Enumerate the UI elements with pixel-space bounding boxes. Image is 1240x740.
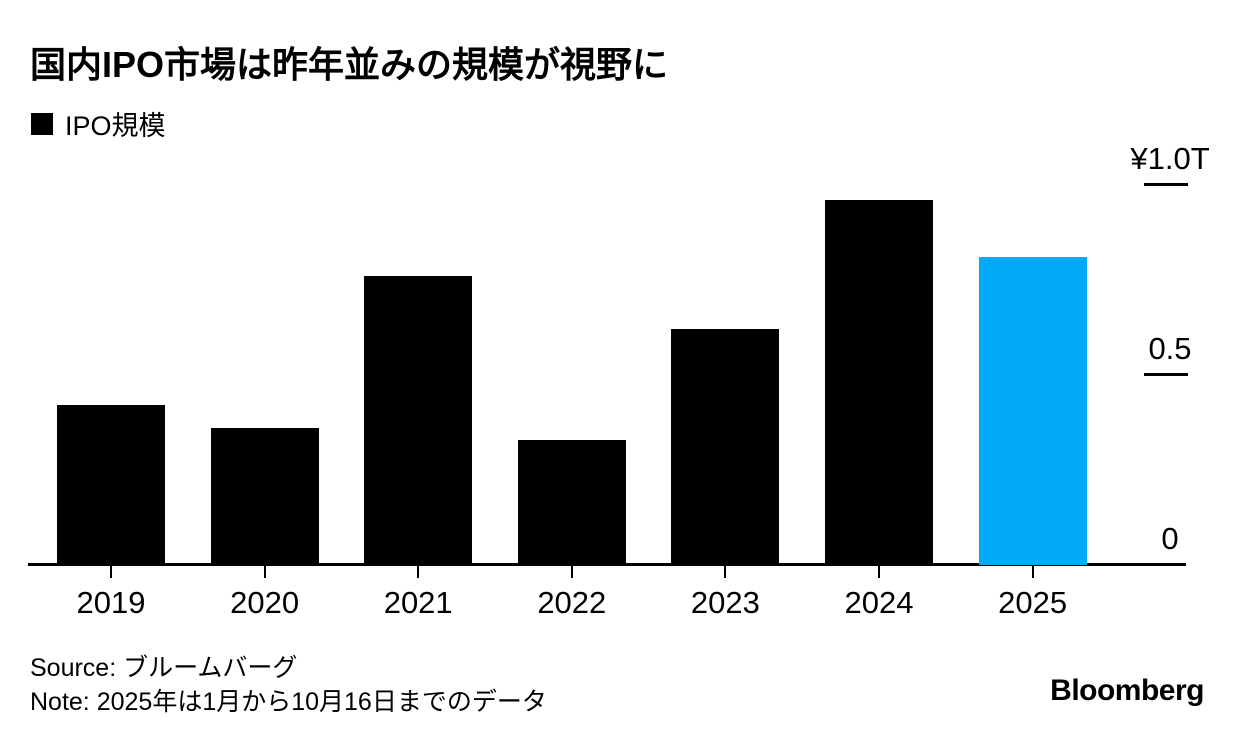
x-axis-tick — [570, 566, 573, 578]
bar-2025 — [978, 257, 1087, 565]
y-axis-tick — [1144, 373, 1188, 376]
source-text: Source: ブルームバーグ — [30, 654, 298, 682]
x-axis-tick — [1031, 566, 1034, 578]
x-axis-label: 2020 — [230, 585, 300, 620]
x-axis-label: 2024 — [844, 585, 914, 620]
legend-swatch-icon — [31, 112, 53, 135]
bar-2023 — [671, 329, 780, 565]
x-axis-label: 2023 — [690, 585, 760, 620]
x-axis-tick — [110, 566, 112, 578]
bar-2022 — [517, 440, 626, 565]
bar-2020 — [210, 428, 319, 565]
legend-label: IPO規模 — [65, 111, 166, 141]
x-axis-label: 2019 — [76, 585, 146, 620]
y-axis-label: 0.5 — [1148, 331, 1192, 366]
chart-title: 国内IPO市場は昨年並みの規模が視野に — [30, 44, 669, 85]
x-axis-label: 2022 — [537, 585, 607, 620]
bar-2021 — [364, 276, 473, 565]
x-axis-tick — [263, 566, 266, 578]
y-axis-label: ¥1.0T — [1130, 141, 1210, 176]
y-axis-label: 0 — [1161, 521, 1179, 556]
x-axis-tick — [417, 566, 420, 578]
bar-2019 — [57, 405, 165, 565]
bar-2024 — [825, 200, 933, 565]
x-axis-tick — [878, 566, 880, 578]
x-axis-tick — [724, 566, 727, 578]
note-text: Note: 2025年は1月から10月16日までのデータ — [30, 688, 547, 716]
bloomberg-logo: Bloomberg — [1050, 674, 1204, 707]
legend: IPO規模 — [31, 104, 166, 143]
x-axis-label: 2021 — [383, 585, 453, 620]
y-axis-tick — [1144, 183, 1188, 186]
x-axis-label: 2025 — [998, 585, 1068, 620]
